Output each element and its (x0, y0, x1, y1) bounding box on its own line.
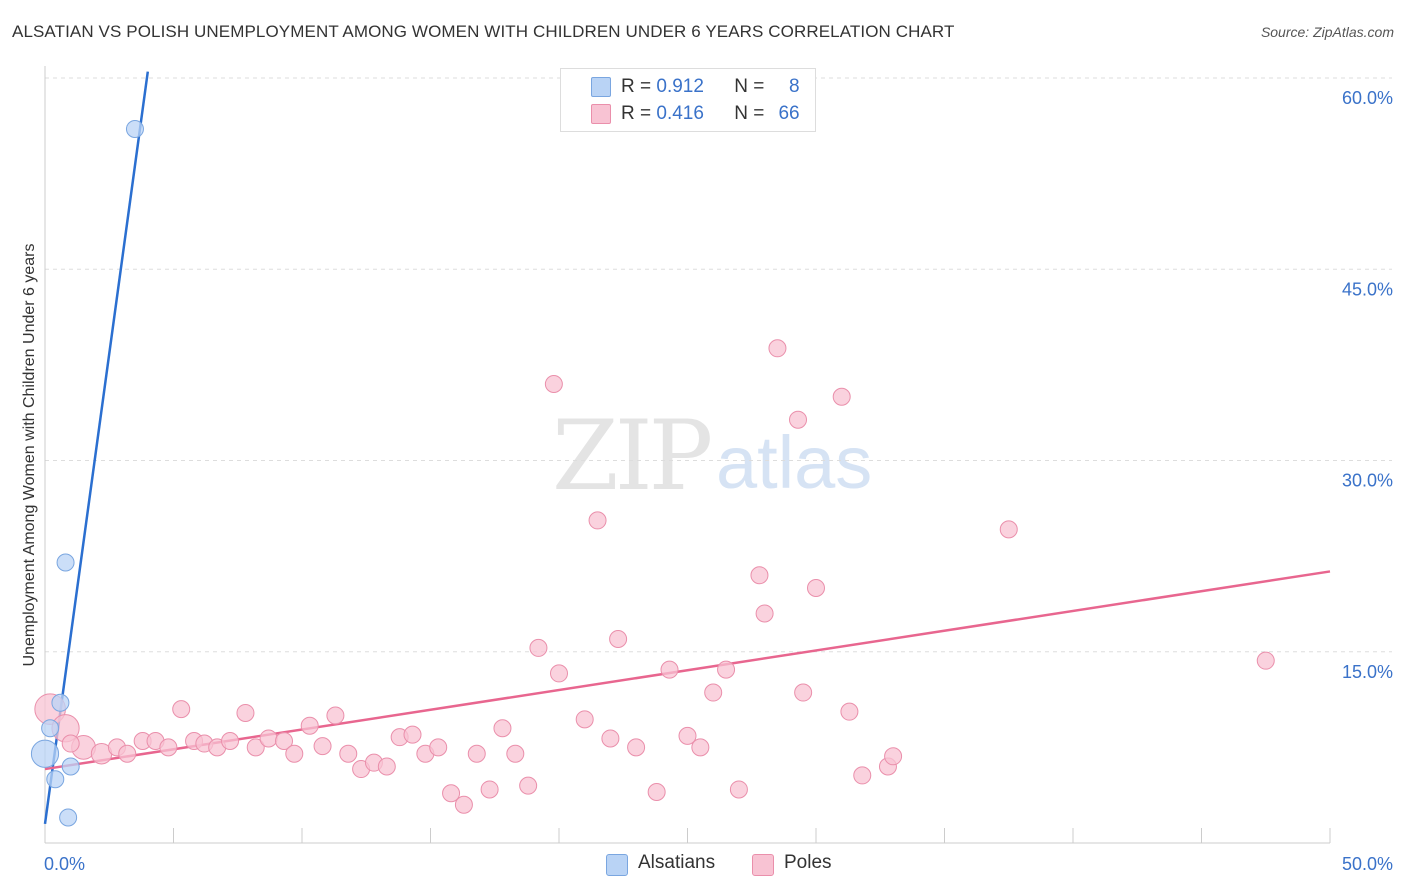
r-label: R = (621, 103, 652, 124)
alsatians-point (56, 553, 75, 572)
poles-point (794, 683, 813, 702)
n-label: N = (734, 76, 765, 97)
poles-point (832, 387, 851, 406)
poles-point (259, 729, 278, 748)
poles-point (454, 795, 473, 814)
x-tick-label: 0.0% (44, 854, 85, 874)
y-tick-label: 60.0% (1342, 88, 1393, 108)
poles-point (1256, 651, 1275, 670)
alsatians-n-value: 8 (789, 76, 800, 97)
poles-point (159, 738, 178, 757)
poles-point (544, 375, 563, 393)
poles-point (768, 339, 787, 358)
poles-point (172, 700, 191, 719)
poles-point (704, 683, 723, 702)
poles-point (853, 766, 872, 785)
poles-point (999, 520, 1018, 539)
poles-point (575, 710, 594, 729)
x-tick-labels: 0.0% 50.0% (44, 854, 1393, 874)
alsatians-point (61, 757, 80, 776)
alsatians-point (46, 770, 65, 789)
legend-poles-swatch (752, 854, 774, 876)
poles-point (660, 660, 679, 679)
poles-swatch (591, 104, 611, 124)
poles-point (493, 719, 512, 738)
poles-point (519, 776, 538, 795)
poles-point (729, 780, 748, 799)
poles-point (807, 579, 825, 597)
poles-point (884, 747, 903, 766)
poles-point (285, 744, 304, 763)
alsatians-point (41, 719, 60, 738)
poles-point (442, 784, 461, 803)
gridlines (45, 77, 1392, 653)
poles-point (529, 638, 548, 657)
poles-point (550, 664, 568, 683)
poles-point (61, 734, 80, 753)
legend-alsatians-label: Alsatians (638, 852, 716, 873)
poles-point (377, 757, 396, 776)
alsatians-r-value: 0.912 (656, 76, 704, 97)
poles-point (221, 732, 240, 750)
watermark-zip: ZIP (552, 400, 713, 512)
y-axis-label: Unemployment Among Women with Children U… (21, 243, 38, 666)
poles-point (313, 737, 332, 756)
chart-title: ALSATIAN VS POLISH UNEMPLOYMENT AMONG WO… (12, 22, 955, 41)
legend-row-poles: R = 0.416 N = 66 (621, 102, 800, 126)
poles-point (609, 630, 628, 648)
poles-point (300, 716, 319, 735)
data-points (30, 120, 1275, 827)
poles-point (480, 780, 499, 799)
poles-point (647, 783, 666, 801)
axes (44, 66, 1331, 844)
source-label: Source: ZipAtlas.com (1260, 24, 1394, 40)
correlation-legend: R = 0.912 N = 8 R = 0.416 N = 66 (560, 68, 816, 132)
poles-point (627, 738, 646, 757)
poles-point (246, 738, 265, 757)
poles-point (840, 702, 859, 721)
poles-point (403, 725, 422, 744)
y-tick-label: 45.0% (1342, 279, 1393, 299)
poles-trend-line (44, 570, 1331, 771)
alsatians-swatch (591, 77, 611, 97)
x-tick-label: 50.0% (1342, 854, 1393, 874)
poles-point (429, 738, 448, 757)
poles-point (588, 511, 607, 530)
y-tick-label: 15.0% (1342, 662, 1393, 682)
poles-point (755, 604, 774, 623)
poles-point (750, 566, 769, 585)
alsatians-point (30, 739, 60, 768)
poles-point (601, 729, 620, 748)
alsatians-point (59, 808, 78, 827)
poles-point (236, 703, 255, 722)
watermark-atlas: atlas (716, 421, 873, 504)
poles-point (339, 744, 358, 763)
poles-point (118, 744, 137, 763)
poles-point (678, 726, 697, 745)
poles-point (506, 744, 525, 763)
poles-point (691, 738, 710, 757)
poles-n-value: 66 (778, 103, 800, 124)
y-tick-labels: 15.0% 30.0% 45.0% 60.0% (1342, 88, 1393, 682)
n-label: N = (734, 103, 765, 124)
poles-point (326, 706, 345, 725)
alsatians-point (51, 693, 70, 712)
legend-alsatians-swatch (606, 854, 628, 876)
poles-point (789, 410, 808, 429)
y-tick-label: 30.0% (1342, 471, 1393, 491)
poles-point (717, 660, 736, 679)
poles-point (275, 732, 294, 750)
poles-point (467, 744, 486, 763)
r-label: R = (621, 76, 652, 97)
legend-row-alsatians: R = 0.912 N = 8 (621, 75, 800, 99)
poles-r-value: 0.416 (656, 103, 704, 124)
legend-poles-label: Poles (784, 852, 832, 873)
alsatians-point (125, 120, 144, 138)
